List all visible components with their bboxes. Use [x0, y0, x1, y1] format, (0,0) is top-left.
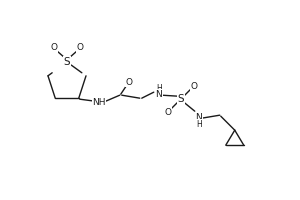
Text: O: O — [76, 44, 83, 52]
Text: H: H — [156, 84, 162, 93]
Text: O: O — [50, 44, 58, 52]
Text: O: O — [190, 82, 197, 91]
Text: S: S — [177, 94, 184, 104]
Text: N: N — [195, 113, 202, 122]
Text: NH: NH — [92, 98, 106, 107]
Text: O: O — [164, 108, 171, 117]
Text: N: N — [155, 90, 162, 99]
Text: H: H — [196, 120, 202, 129]
Text: S: S — [64, 57, 70, 67]
Text: O: O — [125, 78, 132, 87]
